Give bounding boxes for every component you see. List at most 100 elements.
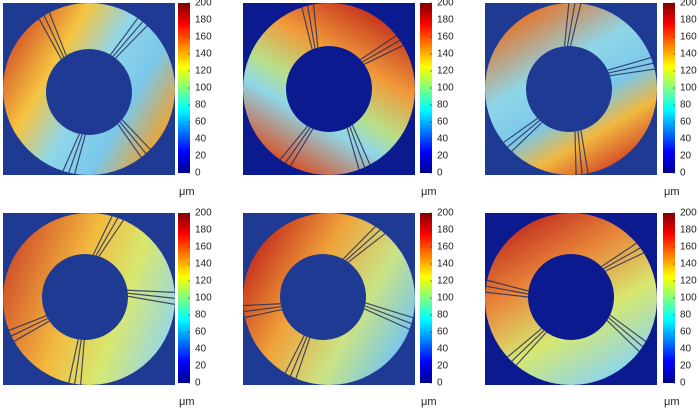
scan-line — [95, 217, 119, 256]
ring — [3, 3, 175, 175]
scan-line — [80, 339, 85, 385]
colorbar-tick-label: 40 — [195, 134, 207, 145]
scan-line — [74, 134, 86, 174]
scan-line — [127, 292, 176, 299]
colorbar-tick-label: 60 — [680, 117, 692, 128]
colorbar-tick-label: 140 — [680, 49, 697, 60]
scan-line — [98, 219, 124, 257]
colorbar-tick-label: 200 — [437, 208, 454, 219]
colorbar-tick-label: 200 — [680, 208, 697, 219]
colorbar-tick-label: 20 — [437, 151, 449, 162]
scan-line — [68, 134, 83, 173]
scan-line — [606, 319, 640, 352]
colorbar-tick-label: 80 — [195, 100, 207, 111]
scan-line — [609, 314, 647, 342]
colorbar-tick-label: 40 — [437, 134, 449, 145]
scan-line — [48, 12, 67, 56]
colorbar-tick-label: 140 — [437, 49, 454, 60]
scan-line — [569, 3, 582, 47]
scan-line — [364, 305, 412, 325]
scan-line — [485, 285, 529, 295]
colorbar-tick-label: 140 — [195, 259, 212, 270]
scan-line — [515, 331, 547, 366]
scan-line — [605, 252, 644, 272]
colorbar-tick-label: 100 — [680, 83, 697, 94]
scan-line — [362, 39, 401, 63]
colorbar-tick-label: 60 — [437, 327, 449, 338]
colorbar — [420, 3, 432, 173]
scan-line — [127, 289, 175, 293]
scan-line — [68, 339, 79, 383]
scan-line — [580, 130, 589, 174]
scan-line — [244, 308, 283, 319]
colorbar-tick-label: 200 — [437, 0, 454, 9]
colorbar-tick-label: 120 — [680, 276, 697, 287]
colorbar-unit: μm — [421, 396, 437, 408]
colorbar-tick-label: 140 — [680, 259, 697, 270]
colorbar-tick-label: 20 — [195, 151, 207, 162]
scan-line — [38, 18, 62, 60]
colorbar-unit: μm — [179, 396, 195, 408]
colorbar-tick-label: 200 — [680, 0, 697, 9]
colorbar-tick-label: 20 — [680, 361, 692, 372]
colorbar-tick-label: 200 — [195, 208, 212, 219]
scan-line — [574, 131, 577, 175]
colorbar-tick-label: 160 — [437, 242, 454, 253]
scan-line — [601, 242, 637, 268]
scan-line — [290, 128, 314, 167]
ring — [243, 213, 415, 385]
scan-line — [607, 57, 652, 71]
colorbar-tick-label: 100 — [195, 83, 212, 94]
colorbar-tick-label: 200 — [195, 0, 212, 9]
scan-line — [360, 35, 397, 61]
colorbar-tick-label: 40 — [680, 344, 692, 355]
colorbar-tick-label: 0 — [680, 168, 686, 179]
colorbar-tick-label: 120 — [680, 66, 697, 77]
colorbar-unit: μm — [664, 396, 680, 408]
panel: 0 20 40 60 80 100 120 140 160 180 200 μm — [485, 208, 697, 408]
panel: 0 20 40 60 80 100 120 140 160 180 200 μm — [3, 0, 212, 198]
scan-line — [121, 119, 151, 150]
scan-line — [609, 68, 655, 77]
scan-line — [62, 133, 80, 172]
scan-line — [365, 302, 414, 319]
colorbar-tick-label: 80 — [437, 310, 449, 321]
colorbar-tick-label: 160 — [437, 32, 454, 43]
colorbar-tick-label: 120 — [195, 276, 212, 287]
scan-line — [301, 7, 313, 50]
scan-line — [127, 295, 175, 305]
scan-line — [295, 337, 311, 379]
scan-line — [279, 125, 308, 161]
scan-line — [507, 327, 543, 358]
scan-line — [117, 123, 142, 158]
colorbar-tick-label: 20 — [680, 151, 692, 162]
colorbar-unit: μm — [179, 186, 195, 198]
colorbar-tick-label: 180 — [680, 15, 697, 26]
colorbar-tick-label: 0 — [437, 168, 443, 179]
scan-line — [363, 44, 404, 65]
colorbar-tick-label: 80 — [195, 310, 207, 321]
colorbar-tick-label: 40 — [680, 134, 692, 145]
panel: 0 20 40 60 80 100 120 140 160 180 200 μm — [243, 0, 454, 198]
colorbar-tick-label: 40 — [195, 344, 207, 355]
panel: 0 20 40 60 80 100 120 140 160 180 200 μm — [3, 208, 212, 408]
panel: 0 20 40 60 80 100 120 140 160 180 200 μm — [485, 0, 697, 198]
colorbar-tick-label: 100 — [680, 293, 697, 304]
colorbar-tick-label: 80 — [437, 100, 449, 111]
colorbar-tick-label: 100 — [195, 293, 212, 304]
colorbar-tick-label: 100 — [437, 83, 454, 94]
scan-line — [119, 121, 147, 154]
scan-line — [347, 233, 386, 263]
colorbar — [420, 213, 432, 383]
scan-line — [306, 5, 316, 49]
colorbar — [178, 213, 190, 383]
colorbar-tick-label: 160 — [680, 32, 697, 43]
colorbar-tick-label: 60 — [195, 117, 207, 128]
scan-line — [603, 247, 641, 270]
ring — [485, 3, 657, 175]
colorbar-unit: μm — [664, 186, 680, 198]
colorbar-tick-label: 0 — [195, 168, 201, 179]
colorbar — [663, 213, 675, 383]
scan-line — [284, 335, 305, 374]
